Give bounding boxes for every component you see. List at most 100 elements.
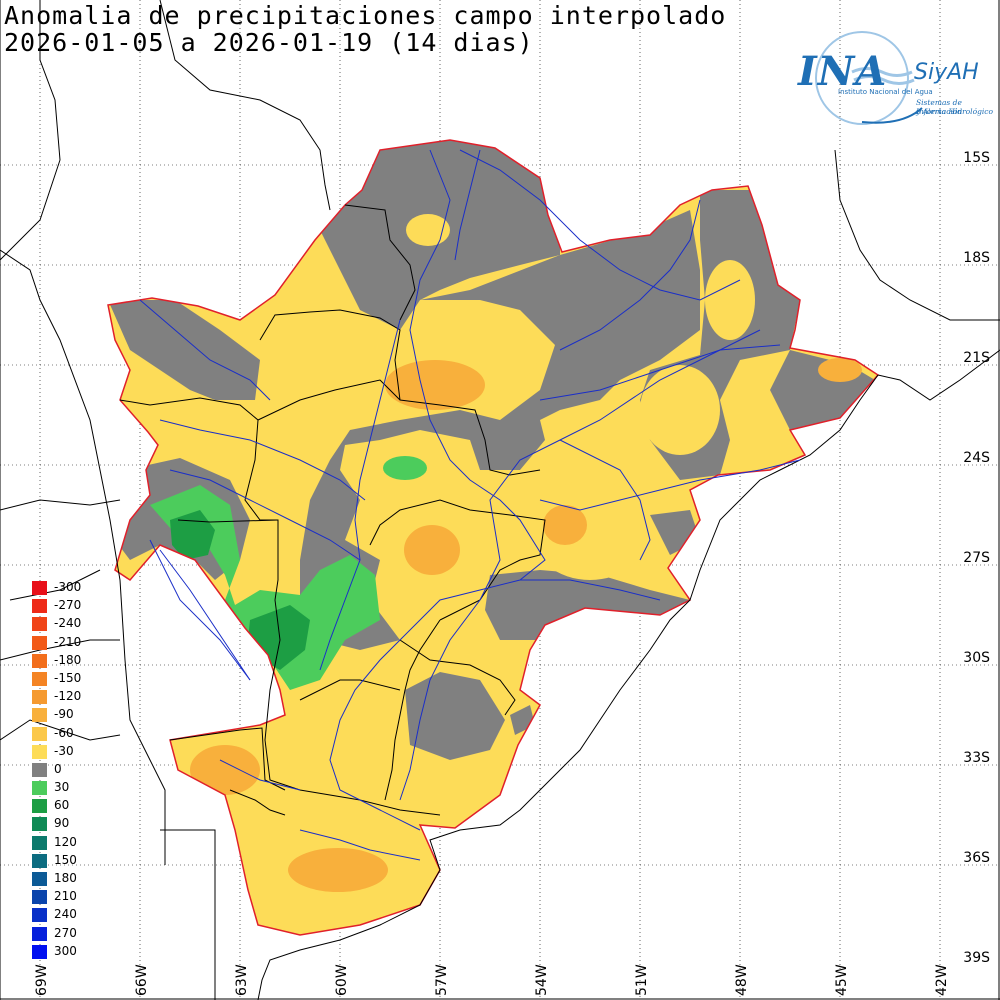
legend-swatch — [32, 853, 47, 868]
river-south — [299, 829, 421, 861]
legend-label: 30 — [54, 780, 70, 795]
legend-label: -90 — [54, 707, 74, 722]
legend-swatch — [32, 781, 47, 796]
field-drier-east — [543, 505, 587, 545]
lat-label-15s: 15S — [963, 150, 990, 166]
legend-label: 90 — [54, 816, 70, 831]
river-west-channel — [149, 539, 251, 681]
legend-swatch — [32, 671, 47, 686]
lon-label-57w: 57W — [434, 964, 450, 996]
lat-label-21s: 21S — [963, 350, 990, 366]
legend-swatch — [32, 835, 47, 850]
field-drier-north — [385, 360, 485, 410]
legend-swatch — [32, 581, 47, 595]
legend-swatch — [32, 708, 47, 723]
field-drier-southwest — [190, 745, 260, 795]
field-wetter-west — [170, 510, 215, 560]
lon-label-45w: 45W — [834, 964, 850, 996]
lon-label-69w: 69W — [34, 964, 50, 996]
legend-label: 210 — [54, 889, 77, 904]
field-wet-central — [383, 456, 427, 480]
lon-label-66w: 66W — [134, 964, 150, 996]
legend-label: 0 — [54, 761, 62, 776]
lat-label-30s: 30S — [963, 650, 990, 666]
legend-label: 180 — [54, 871, 77, 885]
logo-institute: Instituto Nacional del Agua — [838, 88, 933, 96]
rivers — [139, 149, 801, 861]
field-normal-southeast — [485, 570, 690, 640]
legend-swatch — [32, 799, 47, 814]
legend-label: -240 — [54, 616, 82, 631]
lon-label-54w: 54W — [534, 964, 550, 996]
legend-label: -300 — [54, 580, 82, 594]
river-parana — [329, 149, 546, 831]
river-north-tributary — [454, 149, 481, 261]
field-normal-uruguay — [405, 672, 505, 760]
river-northwest — [139, 299, 271, 401]
logo-wordmark: INA — [798, 48, 888, 95]
logo-subtitle-1: Sistemas de Información — [916, 98, 963, 116]
lat-label-18s: 18S — [963, 250, 990, 266]
river-paraguay — [319, 319, 401, 671]
legend-label: 150 — [54, 852, 77, 867]
legend-swatch — [32, 726, 47, 741]
river-grande — [459, 149, 741, 301]
legend-swatch — [32, 872, 47, 886]
legend-label: -150 — [54, 670, 82, 685]
legend-label: 60 — [54, 798, 70, 813]
field-normal-central-band — [300, 210, 700, 650]
river-east-tributary — [559, 439, 651, 561]
field-dry-island-east — [640, 365, 720, 455]
legend-swatch — [32, 653, 47, 668]
field-drier-south — [288, 848, 388, 892]
map-title: Anomalia de precipitaciones campo interp… — [4, 1, 727, 30]
field-drier-northeast — [818, 358, 862, 382]
legend-swatch — [32, 944, 47, 959]
legend-label: -30 — [54, 743, 74, 758]
coastline — [257, 149, 1000, 1000]
ina-siyah-logo: INA SiyAH Instituto Nacional del Agua Si… — [792, 30, 1000, 130]
river-uruguay — [399, 329, 761, 801]
legend-swatch — [32, 617, 47, 632]
river-southwest — [219, 759, 301, 791]
legend-swatch — [32, 817, 47, 832]
legend-swatch — [32, 908, 47, 923]
legend-swatch — [32, 690, 47, 705]
lat-label-24s: 24S — [963, 450, 990, 466]
legend-label: -210 — [54, 634, 82, 649]
lon-label-48w: 48W — [734, 964, 750, 996]
river-pilcomayo — [159, 419, 366, 501]
logo-subtitle-2: y Alerta Hidrológico — [916, 107, 993, 116]
legend-label: 240 — [54, 907, 77, 922]
legend-label: -180 — [54, 652, 82, 667]
field-dry-island-north — [406, 214, 450, 246]
legend-swatch — [32, 926, 47, 941]
river-tiete — [539, 344, 781, 401]
legend-swatch — [32, 890, 47, 905]
legend-label: -270 — [54, 598, 82, 613]
river-iguazu — [539, 459, 801, 511]
river-northeast — [559, 199, 701, 351]
map-period: 2026-01-05 a 2026-01-19 (14 dias) — [4, 28, 534, 57]
legend-label: -120 — [54, 689, 82, 704]
lon-label-51w: 51W — [634, 964, 650, 996]
river-southeast — [520, 579, 661, 601]
lat-label-33s: 33S — [963, 750, 990, 766]
lon-label-63w: 63W — [234, 964, 250, 996]
country-borders — [0, 0, 546, 1000]
legend-swatch — [32, 599, 47, 614]
legend-swatch — [32, 635, 47, 650]
legend-label: 120 — [54, 834, 77, 849]
lat-label-39s: 39S — [963, 950, 990, 966]
river-bermejo — [169, 469, 361, 561]
logo-brand: SiyAH — [914, 60, 979, 85]
field-normal-northwest — [108, 300, 260, 400]
river-salado — [159, 549, 251, 681]
field-drier-central — [404, 525, 460, 575]
lat-label-36s: 36S — [963, 850, 990, 866]
lon-label-60w: 60W — [334, 964, 350, 996]
legend-swatch — [32, 744, 47, 759]
